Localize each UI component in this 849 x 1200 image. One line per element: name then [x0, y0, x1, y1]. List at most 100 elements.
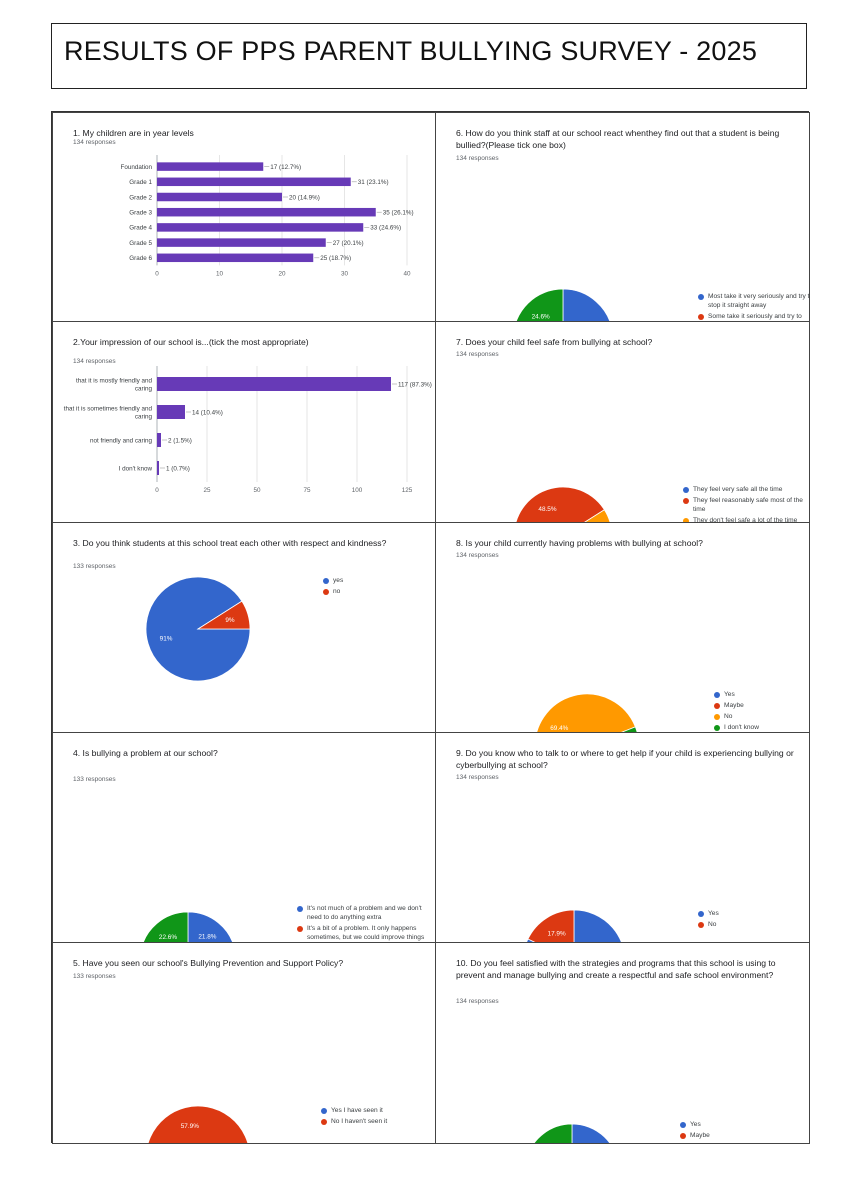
legend-label: Yes — [724, 691, 735, 698]
data-label: 1 (0.7%) — [166, 465, 190, 472]
bar — [157, 405, 185, 419]
pie-slice — [196, 600, 251, 630]
chart-question: 10. Do you feel satisfied with the strat… — [456, 958, 776, 980]
response-count: 133 responses — [73, 973, 116, 980]
x-tick-label: 100 — [352, 487, 363, 494]
response-count: 134 responses — [456, 774, 499, 781]
chart-panel-9: 9. Do you know who to talk to or where t… — [435, 732, 810, 943]
legend-label: No — [708, 921, 717, 928]
legend-item: No I haven't seen it — [321, 1117, 387, 1126]
chart-panel-10: 10. Do you feel satisfied with the strat… — [435, 942, 810, 1144]
legend-swatch — [683, 497, 689, 504]
pie-slice — [145, 576, 251, 682]
response-count: 134 responses — [456, 155, 499, 162]
chart-svg: 9%15.7%69.4%6% — [536, 693, 638, 732]
pie-slice — [527, 909, 575, 942]
legend-swatch — [698, 293, 704, 300]
chart-question: 5. Have you seen our school's Bullying P… — [73, 958, 344, 968]
legend-label: sometimes, but we could improve things — [307, 934, 425, 941]
legend-label: Some take it seriously and try to — [708, 313, 802, 320]
x-tick-label: 40 — [403, 270, 411, 277]
data-label: 33 (24.6%) — [370, 225, 401, 232]
legend-swatch — [297, 905, 303, 912]
legend-label: Yes — [708, 910, 719, 917]
slice-label: 9% — [225, 617, 235, 624]
page-header: RESULTS OF PPS PARENT BULLYING SURVEY - … — [51, 23, 807, 89]
chart-question: 2.Your impression of our school is...(ti… — [73, 337, 309, 347]
legend-item: Yes — [714, 690, 759, 699]
legend-swatch — [680, 1144, 686, 1145]
data-label: 20 (14.9%) — [289, 194, 320, 201]
pie-slice — [533, 1123, 573, 1143]
response-count: 134 responses — [456, 998, 499, 1005]
chart-question: 8. Is your child currently having proble… — [456, 538, 703, 548]
x-tick-label: 50 — [253, 487, 261, 494]
legend-swatch — [698, 921, 704, 928]
chart-svg: 46.3%23.9%24.6% — [515, 288, 610, 321]
legend-swatch — [714, 713, 720, 720]
chart-question: 1. My children are in year levels — [73, 128, 194, 138]
charts-grid: 1. My children are in year levels 134 res… — [51, 111, 810, 1144]
legend-swatch — [321, 1118, 327, 1125]
chart-panel-1: 1. My children are in year levels 134 res… — [52, 112, 436, 322]
chart-panel-2: 2.Your impression of our school is...(ti… — [52, 321, 436, 523]
category-label: not friendly and caring — [90, 437, 152, 444]
data-label: 117 (87.3%) — [398, 381, 432, 388]
legend-swatch — [698, 910, 704, 917]
legend-swatch — [714, 724, 720, 731]
pie-slice — [143, 911, 189, 942]
legend-item: They feel very safe all the time — [683, 485, 803, 494]
bar — [157, 223, 364, 232]
category-label: Grade 6 — [129, 255, 152, 262]
x-tick-label: 10 — [216, 270, 224, 277]
category-label: Foundation — [120, 164, 152, 171]
response-count: 134 responses — [73, 139, 116, 146]
pie-slice — [584, 509, 611, 522]
category-label: Grade 3 — [129, 210, 152, 217]
pie-slice — [571, 1123, 611, 1143]
legend-swatch — [680, 1132, 686, 1139]
chart-question: 9. Do you know who to talk to or where t… — [456, 748, 794, 770]
legend-swatch — [297, 925, 303, 932]
bar — [157, 377, 391, 391]
legend-label: They feel reasonably safe most of the — [693, 497, 803, 504]
chart-svg: 42.5%48.5%6% — [515, 486, 611, 523]
legend-item: no — [323, 587, 343, 596]
chart-legend: It's not much of a problem and we don't n… — [297, 904, 425, 942]
legend-item: Maybe — [680, 1131, 725, 1140]
legend-label: stop it straight away — [708, 302, 767, 309]
slice-label: 21.8% — [198, 933, 216, 940]
legend-swatch — [323, 577, 329, 584]
chart-question: 6. How do you think staff at our school … — [456, 128, 780, 150]
legend-label: No — [690, 1142, 725, 1143]
bar — [157, 433, 161, 447]
legend-label: yes — [333, 577, 344, 584]
chart-svg: 48.5%20.9%9.7%20.9% — [533, 1123, 611, 1143]
legend-label: Most take it very seriously and try to — [708, 293, 810, 300]
legend-label: Yes I have seen it — [331, 1107, 383, 1114]
legend-swatch — [323, 588, 329, 595]
legend-label: It's not much of a problem and we don't — [307, 905, 422, 912]
x-tick-label: 20 — [278, 270, 286, 277]
chart-panel-5: 5. Have you seen our school's Bullying P… — [52, 942, 436, 1144]
chart-legend: Yes Maybe No I don't know — [714, 690, 759, 732]
response-count: 134 responses — [456, 552, 499, 559]
response-count: 134 responses — [456, 351, 499, 358]
legend-swatch — [698, 313, 704, 320]
response-count: 133 responses — [73, 776, 116, 783]
bar — [157, 192, 282, 202]
legend-label: I don't know — [724, 724, 759, 731]
legend-item: No — [698, 920, 719, 929]
legend-label: No I haven't seen it — [331, 1118, 388, 1125]
x-tick-label: 75 — [303, 487, 311, 494]
chart-svg: 91% 9% — [145, 576, 251, 682]
legend-item: No — [714, 712, 759, 721]
data-label: 35 (26.1%) — [383, 210, 414, 217]
legend-item: Most take it very seriously and try to st… — [698, 292, 809, 310]
slice-label: 57.9% — [181, 1123, 199, 1130]
legend-swatch — [714, 702, 720, 709]
category-label: Grade 1 — [129, 179, 152, 186]
chart-panel-7: 7. Does your child feel safe from bullyi… — [435, 321, 810, 523]
slice-label: 6% — [588, 522, 598, 523]
category-label: caring — [135, 413, 153, 420]
